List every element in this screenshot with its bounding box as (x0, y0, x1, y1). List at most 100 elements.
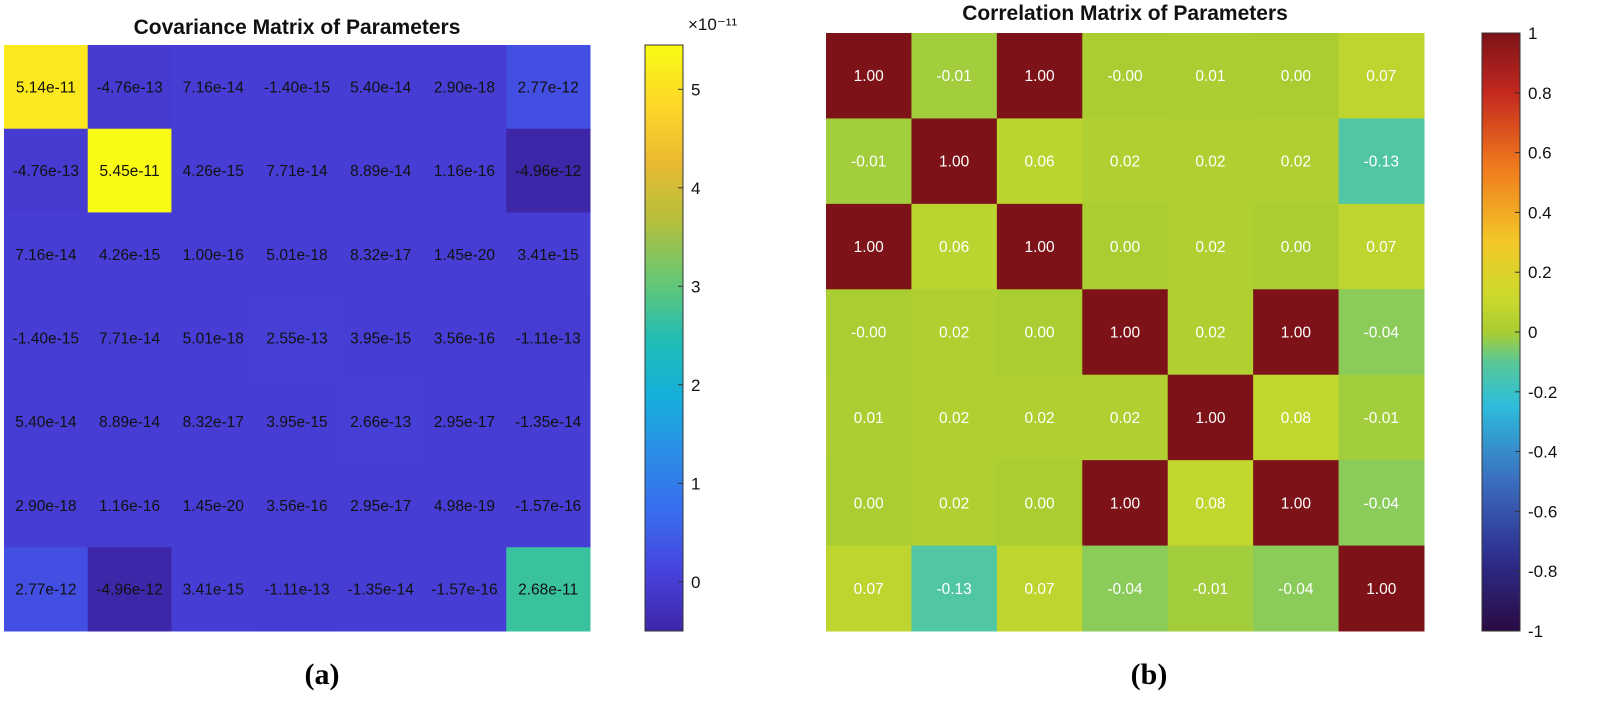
heatmap-cell-label: 8.89e-14 (99, 414, 161, 431)
heatmap-cell (1253, 545, 1340, 632)
heatmap-cell-label: 1.00 (1195, 410, 1226, 427)
heatmap-cell-label: 0.00 (1024, 325, 1055, 342)
heatmap-cell (996, 545, 1083, 632)
heatmap-cell-label: 0.02 (1024, 410, 1054, 427)
heatmap-cell (911, 203, 998, 290)
heatmap-cell-label: 2.95e-17 (350, 498, 411, 515)
heatmap-cell-label: 0.07 (1366, 68, 1396, 85)
heatmap-cell-label: 0.00 (1024, 495, 1055, 512)
heatmap-cell (1338, 460, 1425, 547)
heatmap-cell (338, 296, 424, 381)
heatmap-cell-label: -0.01 (1193, 581, 1228, 598)
heatmap-cell (171, 379, 256, 465)
heatmap-cell (1167, 289, 1254, 376)
heatmap-cell-label: 0.07 (854, 581, 884, 598)
heatmap-cell (1338, 374, 1425, 461)
heatmap-cell-label: 5.45e-11 (100, 163, 160, 180)
heatmap-cell-label: 0.01 (854, 410, 884, 427)
heatmap-cell (506, 45, 591, 130)
heatmap-cell-label: -0.01 (1364, 410, 1399, 427)
heatmap-cell (1082, 374, 1169, 461)
heatmap-cell (1253, 118, 1340, 205)
heatmap-cell (506, 379, 591, 465)
heatmap-cell-label: 8.32e-17 (183, 414, 244, 431)
heatmap-cell-label: 0.08 (1195, 495, 1225, 512)
heatmap-cell-label: 0.00 (854, 495, 885, 512)
heatmap-cell-label: 0.02 (939, 325, 969, 342)
heatmap-cell (255, 296, 340, 381)
heatmap-cell (826, 545, 912, 632)
heatmap-cell (4, 463, 89, 548)
heatmap-cell (422, 128, 507, 213)
heatmap-cell (338, 45, 424, 130)
colorbar-gradient (1481, 32, 1521, 632)
heatmap-cell-label: 0.00 (1110, 239, 1141, 256)
heatmap-cell (996, 289, 1083, 376)
heatmap-cell-label: 0.02 (939, 410, 969, 427)
heatmap-cell (506, 547, 591, 632)
heatmap-cell-label: 2.95e-17 (434, 414, 495, 431)
heatmap-cell-label: 2.77e-12 (15, 582, 76, 599)
heatmap-cell-label: 2.90e-18 (434, 79, 495, 96)
heatmap-cell-label: 0.02 (939, 495, 969, 512)
colorbar-tick-label: 3 (691, 277, 700, 296)
heatmap-cell-label: -0.04 (1364, 325, 1400, 342)
heatmap-cell-label: 1.16e-16 (434, 163, 495, 180)
heatmap-cell (1338, 118, 1425, 205)
heatmap-cell-label: 1.00 (1281, 325, 1312, 342)
colorbar-tick-label: 0.4 (1528, 203, 1552, 222)
colorbar-tick-label: 2 (691, 376, 700, 395)
correlation-grid: 1.00 -0.01 1.00 -0.00 0.01 0.00 0.07 -0.01 1.00 0… (826, 33, 1425, 632)
heatmap-cell (911, 33, 998, 119)
heatmap-cell (87, 128, 172, 213)
heatmap-cell-label: 5.01e-18 (266, 247, 327, 264)
heatmap-cell-label: 1.00 (1024, 68, 1055, 85)
colorbar-tick-label: 0 (1528, 323, 1537, 342)
colorbar-gradient (644, 44, 684, 632)
heatmap-cell-label: -0.13 (936, 581, 971, 598)
colorbar-tick-label: 5 (691, 80, 700, 99)
heatmap-cell-label: 3.95e-15 (350, 331, 411, 348)
heatmap-cell-label: 8.32e-17 (350, 247, 411, 264)
heatmap-cell (1082, 33, 1169, 119)
heatmap-cell (422, 463, 507, 548)
heatmap-cell (4, 547, 89, 632)
heatmap-cell (826, 118, 912, 205)
heatmap-cell-label: -1.35e-14 (348, 582, 415, 599)
colorbar-tick-label: 0.6 (1528, 144, 1552, 163)
heatmap-cell (338, 212, 424, 297)
heatmap-cell-label: 1.45e-20 (183, 498, 245, 515)
heatmap-cell-label: 7.71e-14 (266, 163, 328, 180)
colorbar-tick-label: 1 (691, 474, 700, 493)
heatmap-cell (506, 296, 591, 381)
covariance-title: Covariance Matrix of Parameters (134, 16, 461, 39)
heatmap-cell (255, 547, 340, 632)
heatmap-cell (422, 45, 507, 130)
heatmap-cell-label: -1.35e-14 (515, 414, 582, 431)
heatmap-cell-label: 3.41e-15 (518, 247, 579, 264)
heatmap-cell (1167, 203, 1254, 290)
heatmap-cell (1338, 203, 1425, 290)
heatmap-cell-label: -4.76e-13 (96, 79, 162, 96)
heatmap-cell-label: 4.26e-15 (99, 247, 160, 264)
heatmap-cell-label: 3.56e-16 (266, 498, 327, 515)
heatmap-cell (255, 128, 340, 213)
correlation-colorbar: -1 -0.8 -0.6 -0.4 -0.2 0 0.2 0.4 0.6 0.8 1 (1481, 24, 1557, 641)
heatmap-cell (911, 289, 998, 376)
heatmap-cell (1167, 118, 1254, 205)
heatmap-cell-label: 2.68e-11 (518, 582, 578, 599)
heatmap-cell (826, 203, 912, 290)
heatmap-cell-label: 5.40e-14 (350, 79, 412, 96)
heatmap-cell (171, 128, 256, 213)
heatmap-cell (996, 203, 1083, 290)
colorbar-tick-label: -1 (1528, 622, 1543, 641)
heatmap-cell-label: -1.11e-13 (264, 582, 329, 599)
heatmap-cell-label: -4.96e-12 (96, 582, 162, 599)
heatmap-cell-label: 1.00 (939, 154, 970, 171)
colorbar-tick-label: 0.8 (1528, 84, 1552, 103)
colorbar-tick-label: -0.6 (1528, 502, 1557, 521)
heatmap-cell (1167, 545, 1254, 632)
heatmap-cell-label: 1.00 (1024, 239, 1055, 256)
heatmap-cell-label: 7.16e-14 (15, 247, 77, 264)
